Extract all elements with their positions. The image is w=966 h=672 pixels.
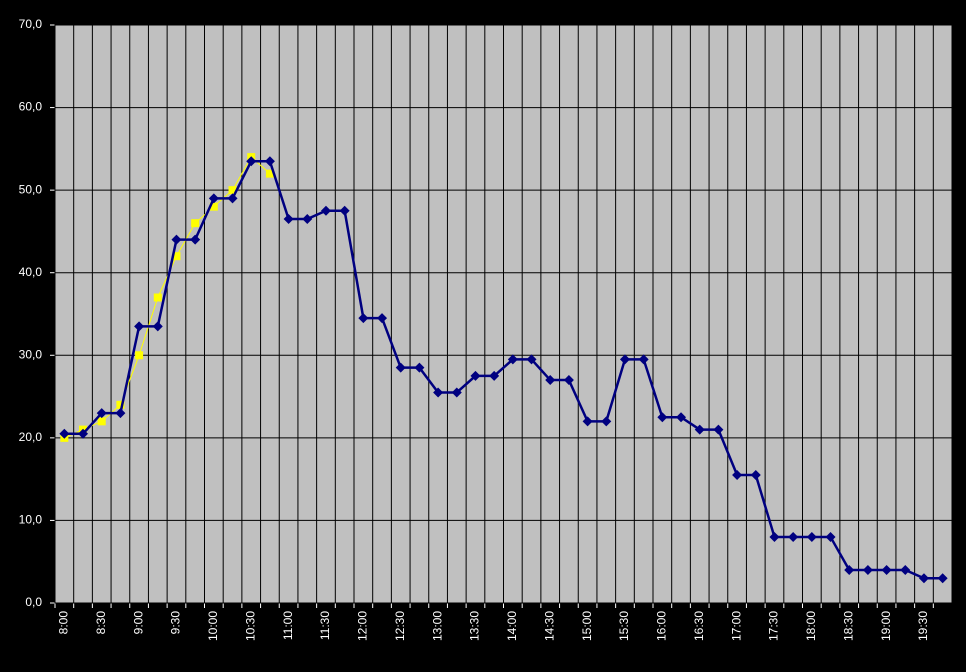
plot-border xyxy=(54,24,953,604)
x-tick-label: 14:00 xyxy=(505,611,519,641)
point-marker xyxy=(135,351,144,360)
point-marker xyxy=(806,531,817,542)
point-marker xyxy=(59,428,70,439)
point-marker xyxy=(265,169,274,178)
point-marker xyxy=(153,293,162,302)
point-marker xyxy=(881,564,892,575)
point-marker xyxy=(862,564,873,575)
x-tick-label: 18:30 xyxy=(841,611,855,641)
x-tick-label: 19:00 xyxy=(879,611,893,641)
x-tick-label: 12:00 xyxy=(356,611,370,641)
point-marker xyxy=(414,362,425,373)
x-tick-label: 16:30 xyxy=(692,611,706,641)
point-marker xyxy=(507,354,518,365)
point-marker xyxy=(900,564,911,575)
point-marker xyxy=(227,193,238,204)
point-marker xyxy=(320,205,331,216)
point-marker xyxy=(190,234,201,245)
x-tick-label: 16:00 xyxy=(655,611,669,641)
point-marker xyxy=(228,186,237,195)
x-tick-label: 10:30 xyxy=(243,611,257,641)
point-marker xyxy=(395,362,406,373)
point-marker xyxy=(433,387,444,398)
y-tick-label: 40,0 xyxy=(19,265,43,279)
point-marker xyxy=(713,424,724,435)
y-tick-label: 70,0 xyxy=(19,17,43,31)
x-tick-label: 10:00 xyxy=(206,611,220,641)
point-marker xyxy=(115,408,126,419)
x-tick-label: 19:30 xyxy=(916,611,930,641)
x-tick-label: 9:30 xyxy=(169,611,183,635)
point-marker xyxy=(97,417,106,426)
point-marker xyxy=(191,219,200,228)
point-marker xyxy=(339,205,350,216)
point-marker xyxy=(563,375,574,386)
point-marker xyxy=(171,234,182,245)
point-marker xyxy=(489,370,500,381)
point-marker xyxy=(526,354,537,365)
point-marker xyxy=(209,202,218,211)
point-marker xyxy=(451,387,462,398)
point-marker xyxy=(208,193,219,204)
x-tick-label: 13:30 xyxy=(468,611,482,641)
point-marker xyxy=(732,470,743,481)
x-tick-label: 17:00 xyxy=(729,611,743,641)
point-marker xyxy=(937,573,948,584)
x-tick-label: 13:00 xyxy=(430,611,444,641)
y-tick-label: 60,0 xyxy=(19,100,43,114)
point-marker xyxy=(638,354,649,365)
point-marker xyxy=(788,531,799,542)
point-marker xyxy=(134,321,145,332)
x-tick-label: 17:30 xyxy=(767,611,781,641)
point-marker xyxy=(377,313,388,324)
point-marker xyxy=(152,321,163,332)
x-tick-label: 9:00 xyxy=(131,611,145,635)
point-marker xyxy=(283,214,294,225)
x-tick-label: 15:00 xyxy=(580,611,594,641)
x-tick-label: 18:00 xyxy=(804,611,818,641)
x-tick-label: 14:30 xyxy=(542,611,556,641)
point-marker xyxy=(470,370,481,381)
point-marker xyxy=(246,156,257,167)
point-marker xyxy=(694,424,705,435)
point-marker xyxy=(545,375,556,386)
x-tick-label: 15:30 xyxy=(617,611,631,641)
y-tick-label: 50,0 xyxy=(19,182,43,196)
point-marker xyxy=(264,156,275,167)
point-marker xyxy=(96,408,107,419)
point-marker xyxy=(844,564,855,575)
point-marker xyxy=(769,531,780,542)
point-marker xyxy=(302,214,313,225)
point-marker xyxy=(116,400,125,409)
point-marker xyxy=(825,531,836,542)
point-marker xyxy=(78,428,89,439)
x-tick-label: 11:00 xyxy=(281,611,295,640)
x-tick-label: 8:00 xyxy=(57,611,71,635)
x-tick-label: 11:30 xyxy=(318,611,332,640)
y-tick-label: 10,0 xyxy=(19,513,43,527)
point-marker xyxy=(358,313,369,324)
point-marker xyxy=(582,416,593,427)
x-tick-label: 12:30 xyxy=(393,611,407,641)
y-tick-label: 30,0 xyxy=(19,347,43,361)
point-marker xyxy=(601,416,612,427)
y-tick-label: 0,0 xyxy=(25,595,42,609)
point-marker xyxy=(750,470,761,481)
point-marker xyxy=(676,412,687,423)
y-tick-label: 20,0 xyxy=(19,430,43,444)
point-marker xyxy=(918,573,929,584)
x-tick-label: 8:30 xyxy=(94,611,108,635)
point-marker xyxy=(172,252,181,261)
point-marker xyxy=(657,412,668,423)
point-marker xyxy=(619,354,630,365)
